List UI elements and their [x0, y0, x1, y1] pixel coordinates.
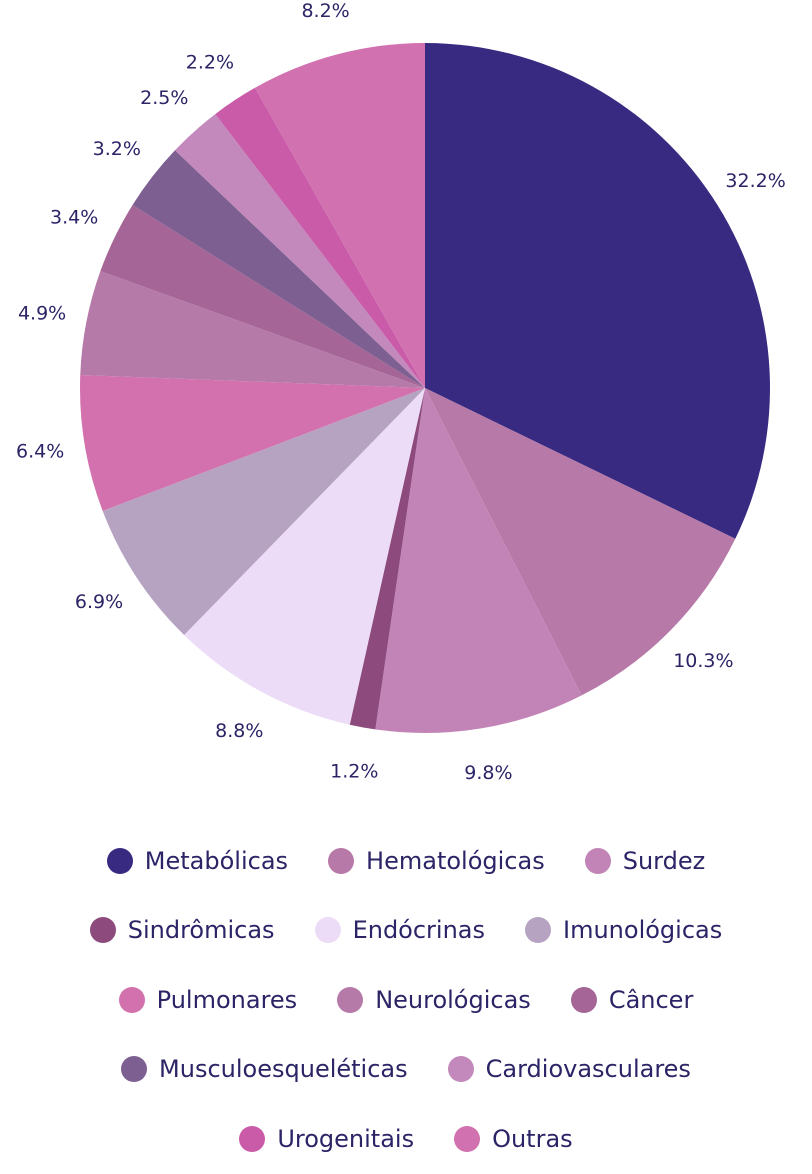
slice-value-label: 10.3%: [673, 650, 733, 672]
legend-label: Sindrômicas: [127, 916, 275, 945]
legend-label: Outras: [492, 1124, 573, 1153]
legend-item: Surdez: [584, 846, 706, 875]
pie-slice: [100, 204, 426, 388]
pie-slice: [255, 43, 425, 388]
pie-labels: 32.2% 10.3% 9.8% 1.2% 8.8% 6.9% 6.4% 4.9% 3.4% 3.…: [16, 0, 786, 784]
legend-label: Neurológicas: [375, 985, 531, 1014]
pie-slice: [375, 388, 582, 733]
legend-row: Musculoesqueléticas Cardiovasculares: [0, 1035, 812, 1105]
legend-item: Outras: [454, 1125, 573, 1153]
slice-value-label: 6.9%: [75, 591, 123, 613]
slice-value-label: 4.9%: [18, 303, 66, 325]
legend-label: Musculoesqueléticas: [159, 1055, 408, 1084]
legend-label: Câncer: [608, 985, 694, 1014]
legend-swatch: [525, 917, 552, 944]
legend-label: Urogenitais: [277, 1124, 415, 1153]
legend-swatch: [337, 986, 364, 1013]
legend-swatch: [584, 847, 611, 874]
slice-value-label: 2.5%: [140, 87, 188, 109]
slice-value-label: 8.2%: [301, 0, 349, 22]
slice-value-label: 1.2%: [330, 761, 378, 783]
pie-chart: 32.2% 10.3% 9.8% 1.2% 8.8% 6.9% 6.4% 4.9% 3.4% 3.…: [16, 0, 786, 784]
pie-slices: [80, 43, 770, 733]
slice-value-label: 32.2%: [725, 170, 785, 192]
legend-label: Hematológicas: [366, 846, 545, 875]
pie-slice: [174, 114, 425, 388]
legend-row: Urogenitais Outras: [0, 1104, 812, 1174]
slice-value-label: 6.4%: [16, 440, 64, 462]
pie-slice: [215, 87, 425, 388]
legend-label: Surdez: [622, 846, 706, 875]
legend-swatch: [570, 986, 597, 1013]
legend-item: Neurológicas: [337, 986, 531, 1014]
legend-item: Metabólicas: [106, 846, 289, 875]
legend-row: Metabólicas Hematológicas Surdez: [0, 826, 812, 896]
legend-swatch: [121, 1056, 148, 1083]
legend-label: Cardiovasculares: [485, 1055, 691, 1084]
legend-item: Imunológicas: [525, 916, 722, 944]
slice-value-label: 3.4%: [50, 207, 98, 229]
pie-slice: [425, 43, 770, 539]
legend-item: Urogenitais: [239, 1125, 414, 1153]
pie-slice: [80, 375, 426, 511]
legend-item: Hematológicas: [328, 847, 545, 875]
legend-swatch: [447, 1056, 474, 1083]
legend-swatch: [89, 917, 116, 944]
pie-slice: [184, 388, 425, 725]
pie-slice: [80, 271, 425, 388]
slice-value-label: 2.2%: [186, 52, 234, 74]
pie-slice: [349, 388, 425, 730]
legend-label: Metabólicas: [144, 846, 289, 875]
legend-item: Endócrinas: [314, 916, 486, 945]
legend-swatch: [239, 1125, 266, 1152]
legend-swatch: [454, 1125, 481, 1152]
legend-swatch: [314, 917, 341, 944]
slice-value-label: 9.8%: [464, 762, 512, 784]
legend-item: Musculoesqueléticas: [121, 1055, 408, 1083]
legend-swatch: [106, 847, 133, 874]
legend-label: Pulmonares: [156, 985, 298, 1014]
pie-slice: [102, 388, 425, 635]
legend-label: Endócrinas: [352, 916, 486, 945]
pie-slice: [132, 150, 426, 388]
legend: Metabólicas Hematológicas Surdez Sindrômica…: [0, 826, 812, 1174]
legend-row: Pulmonares Neurológicas Câncer: [0, 965, 812, 1035]
legend-item: Cardiovasculares: [447, 1055, 691, 1084]
legend-item: Câncer: [570, 985, 694, 1014]
pie-slice: [425, 388, 736, 696]
slice-value-label: 3.2%: [93, 138, 141, 160]
slice-value-label: 8.8%: [215, 720, 263, 742]
legend-swatch: [118, 986, 145, 1013]
legend-row: Sindrômicas Endócrinas Imunológicas: [0, 896, 812, 966]
legend-label: Imunológicas: [563, 916, 723, 945]
legend-item: Pulmonares: [118, 985, 298, 1014]
legend-swatch: [328, 847, 355, 874]
legend-item: Sindrômicas: [89, 916, 275, 945]
